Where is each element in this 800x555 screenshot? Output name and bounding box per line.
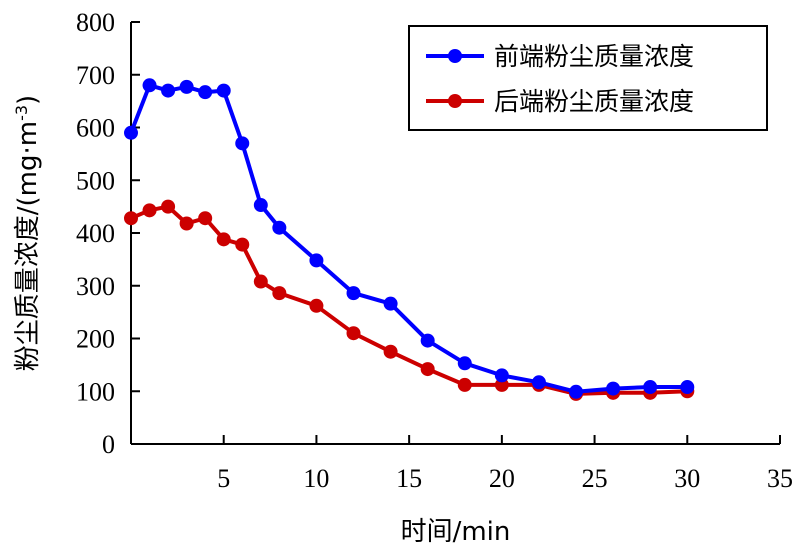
y-tick-label: 800: [76, 8, 115, 37]
series-line-back: [130, 204, 688, 396]
legend-swatch-marker-back: [448, 94, 462, 108]
x-axis-title-text: 时间/min: [401, 517, 511, 547]
data-point-back: [346, 326, 361, 341]
legend-swatch-marker-front: [448, 49, 462, 63]
x-axis-title: 时间/min: [401, 517, 511, 547]
y-tick-label: 200: [76, 325, 115, 354]
x-ticks: 5 10 15 20 25 30 35: [217, 435, 793, 493]
series-line-front: [129, 83, 688, 394]
series-back: [124, 199, 695, 401]
data-point-front: [643, 380, 658, 395]
data-point-back: [272, 286, 287, 301]
data-point-front: [494, 368, 509, 383]
data-point-back: [124, 211, 138, 226]
x-tick-label: 15: [396, 464, 422, 493]
data-point-back: [457, 377, 472, 392]
data-point-back: [142, 203, 157, 218]
y-tick-label: 0: [102, 430, 115, 459]
data-point-front: [606, 381, 621, 396]
data-point-front: [161, 83, 176, 98]
legend-box: [408, 25, 768, 131]
data-point-front: [531, 375, 546, 390]
data-point-back: [309, 298, 324, 313]
data-point-front: [569, 384, 584, 399]
data-point-front: [383, 296, 398, 311]
data-point-front: [680, 380, 695, 395]
y-tick-label: 500: [76, 166, 115, 195]
data-point-front: [457, 356, 472, 371]
data-point-front: [253, 198, 268, 213]
series-front: [124, 78, 695, 399]
x-tick-label: 25: [582, 464, 608, 493]
x-tick-label: 20: [489, 464, 515, 493]
data-point-back: [235, 237, 250, 252]
data-point-front: [198, 85, 213, 100]
data-point-back: [198, 211, 213, 226]
y-ticks: 0 100 200 300 400 500 600 700 800: [76, 8, 140, 459]
legend-label-front: 前端粉尘质量浓度: [494, 42, 694, 71]
data-point-front: [124, 125, 138, 140]
y-tick-label: 100: [76, 377, 115, 406]
data-point-back: [420, 362, 435, 377]
legend-label-back: 后端粉尘质量浓度: [494, 87, 694, 116]
y-tick-label: 600: [76, 114, 115, 143]
y-tick-label: 400: [76, 219, 115, 248]
data-point-front: [346, 286, 361, 301]
y-axis-title-superscript: -3: [12, 105, 31, 121]
legend: 前端粉尘质量浓度 后端粉尘质量浓度: [408, 25, 768, 131]
y-axis-title: 粉尘质量浓度/(mg·m-3): [12, 95, 43, 371]
data-point-back: [216, 232, 231, 247]
x-tick-label: 10: [303, 464, 329, 493]
data-point-front: [179, 79, 194, 94]
data-point-back: [383, 344, 398, 359]
x-tick-label: 5: [217, 464, 230, 493]
y-tick-label: 700: [76, 61, 115, 90]
data-point-front: [272, 220, 287, 235]
data-point-back: [179, 216, 194, 231]
y-tick-label: 300: [76, 272, 115, 301]
data-point-front: [309, 253, 324, 268]
data-point-back: [253, 274, 268, 289]
data-point-back: [161, 199, 176, 214]
y-axis-title-close: ): [13, 95, 43, 105]
x-tick-label: 30: [674, 464, 700, 493]
data-point-front: [235, 136, 250, 151]
data-point-front: [216, 83, 231, 98]
y-axis-title-main: 粉尘质量浓度/(mg·m: [13, 121, 43, 371]
series-layer: [124, 78, 695, 401]
x-tick-label: 35: [767, 464, 793, 493]
data-point-front: [142, 78, 157, 93]
data-point-front: [420, 333, 435, 348]
